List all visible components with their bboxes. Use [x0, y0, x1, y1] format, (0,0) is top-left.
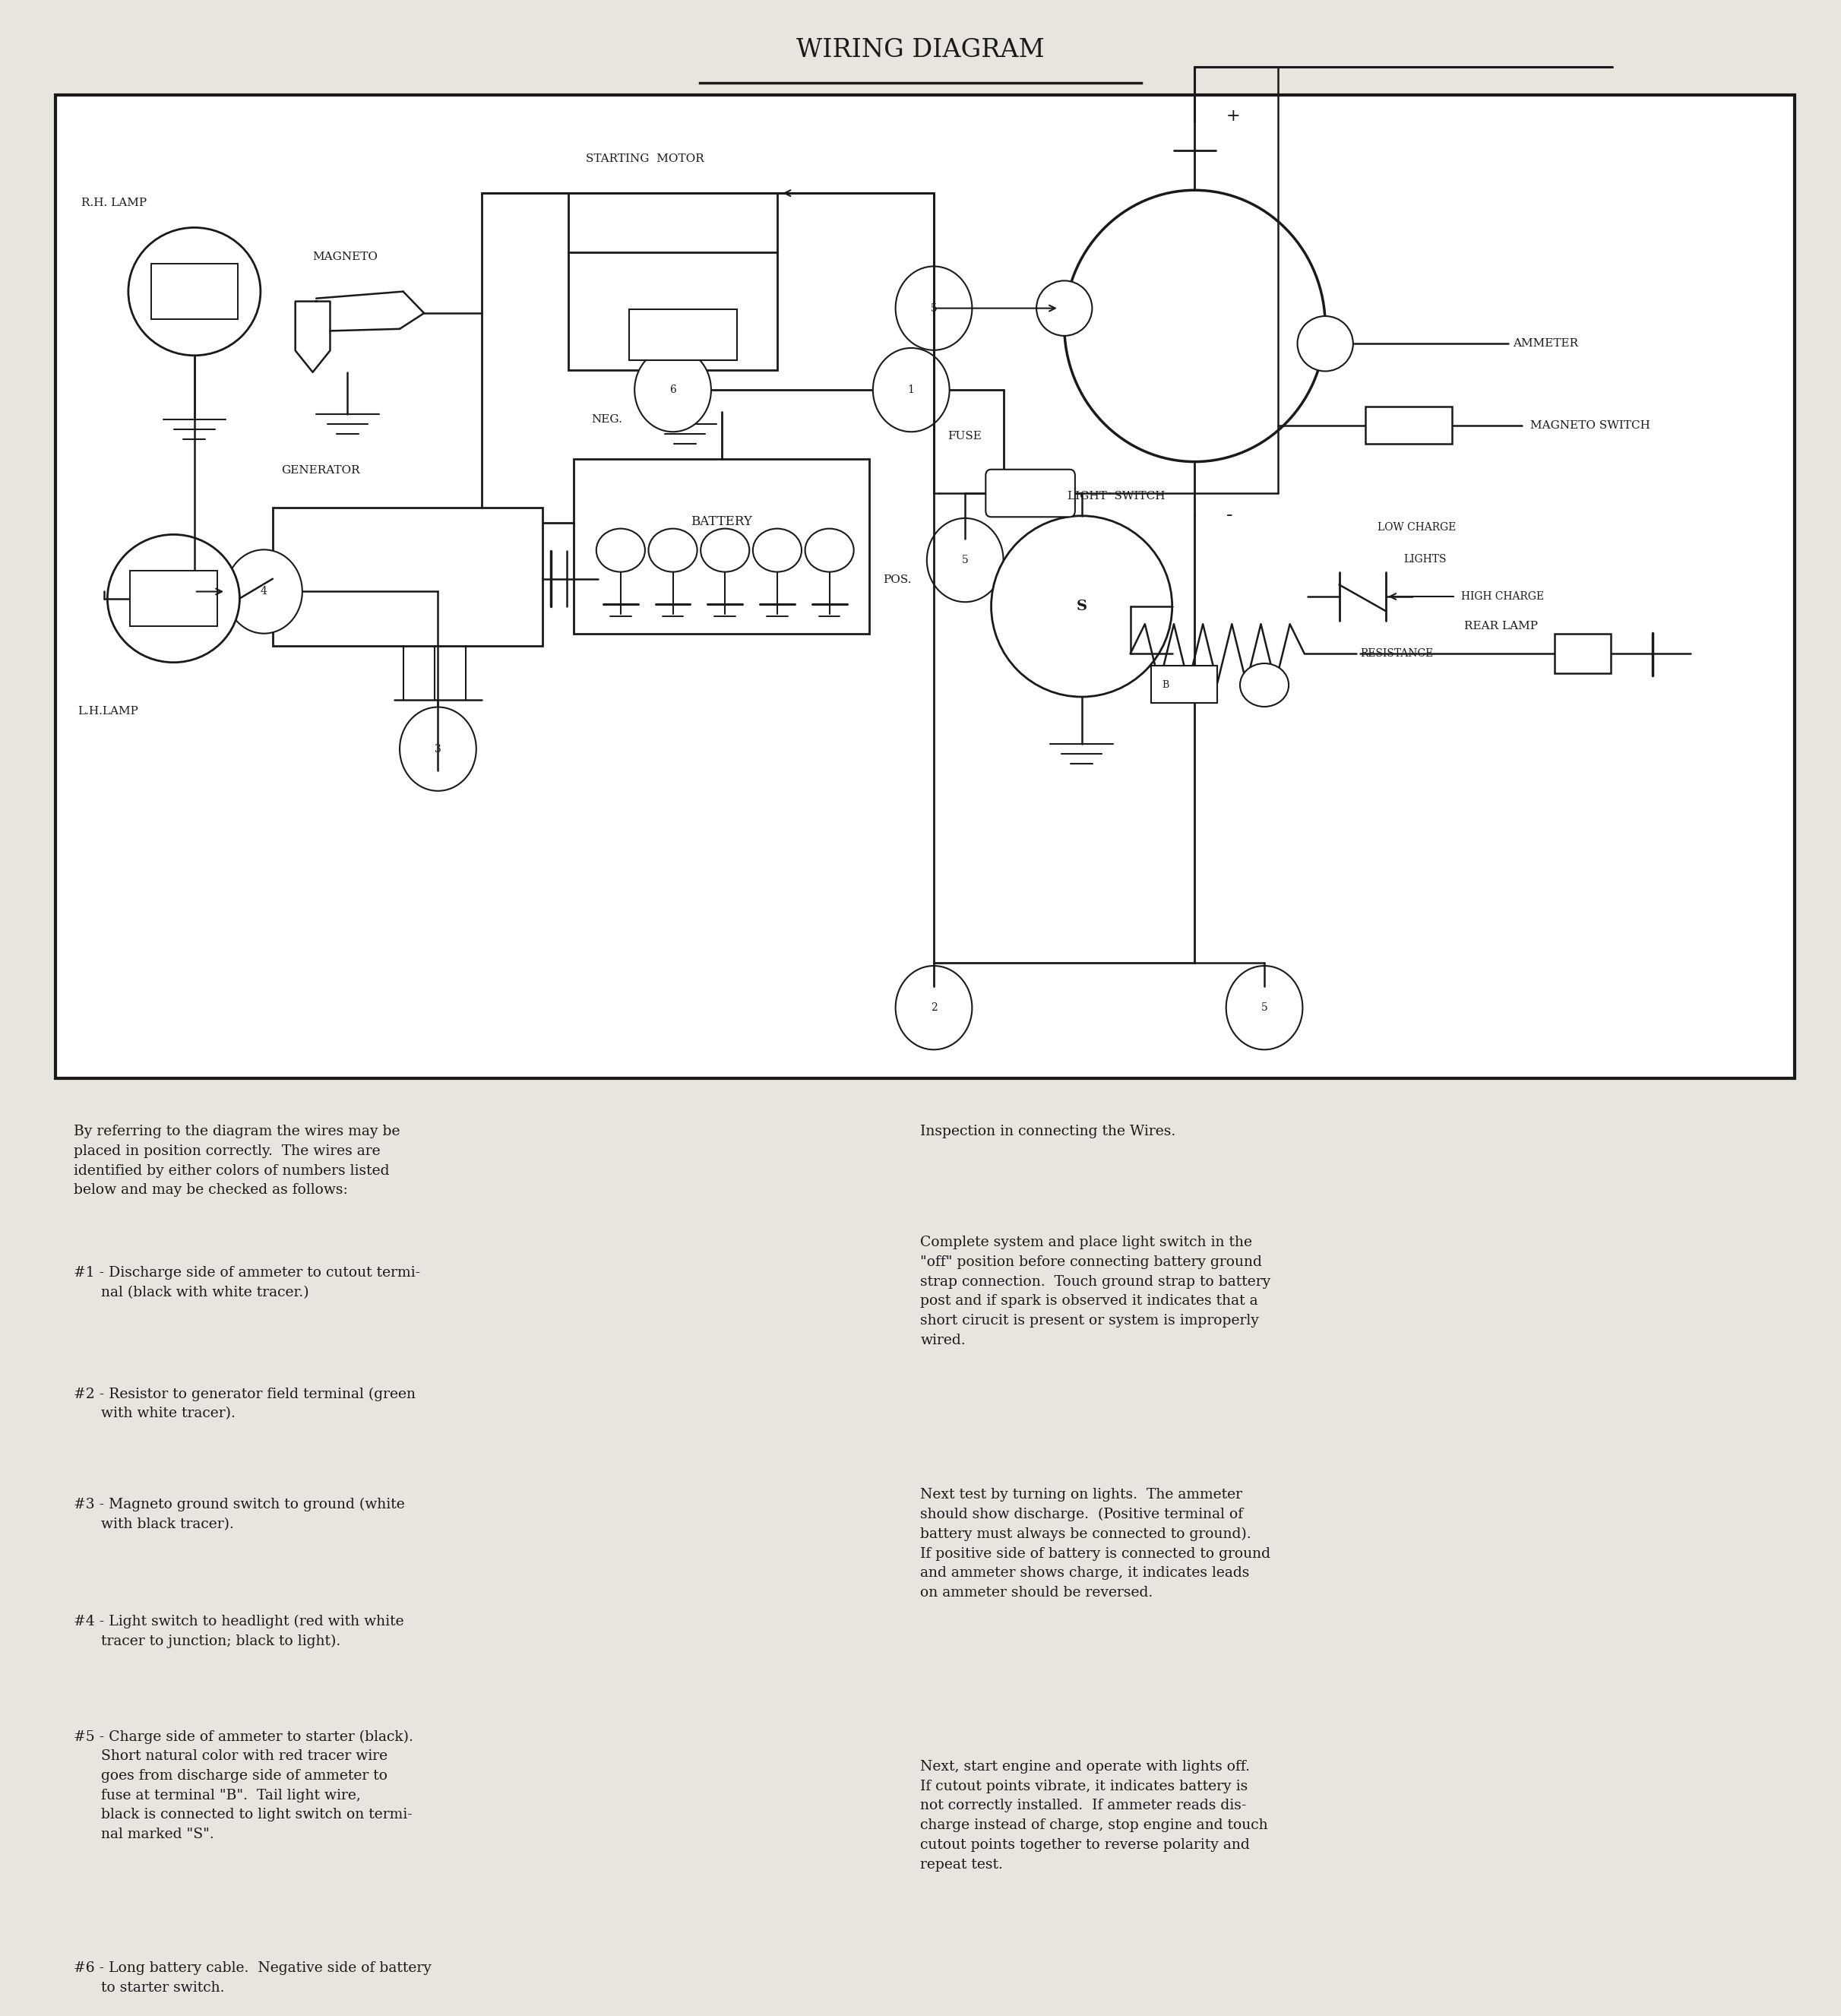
Text: Inspection in connecting the Wires.: Inspection in connecting the Wires. [920, 1125, 1176, 1139]
Text: MAGNETO: MAGNETO [313, 252, 377, 262]
Ellipse shape [596, 528, 644, 573]
Ellipse shape [129, 228, 261, 355]
Text: Complete system and place light switch in the
"off" position before connecting b: Complete system and place light switch i… [920, 1236, 1270, 1347]
Text: -: - [1226, 508, 1232, 524]
Ellipse shape [1226, 966, 1303, 1050]
Text: 5: 5 [1261, 1002, 1268, 1014]
Text: 2: 2 [930, 1002, 937, 1014]
Text: HIGH CHARGE: HIGH CHARGE [1462, 591, 1545, 603]
Text: #1 - Discharge side of ammeter to cutout termi-
      nal (black with white trac: #1 - Discharge side of ammeter to cutout… [74, 1266, 420, 1298]
Bar [55, 95, 1795, 1079]
Text: #3 - Magneto ground switch to ground (white
      with black tracer).: #3 - Magneto ground switch to ground (wh… [74, 1498, 405, 1532]
Text: 6: 6 [670, 385, 676, 395]
Ellipse shape [805, 528, 854, 573]
Text: POS.: POS. [884, 575, 911, 585]
Ellipse shape [648, 528, 698, 573]
Text: 3: 3 [434, 744, 442, 754]
Ellipse shape [1241, 663, 1289, 708]
Text: L.H.LAMP: L.H.LAMP [77, 706, 138, 718]
Polygon shape [295, 300, 330, 373]
Text: 5: 5 [961, 554, 968, 564]
Text: AMMETER: AMMETER [1513, 339, 1578, 349]
Bar [574, 460, 869, 633]
Ellipse shape [635, 349, 711, 431]
Text: STARTING  MOTOR: STARTING MOTOR [585, 153, 705, 163]
Ellipse shape [926, 518, 1003, 603]
Text: FUSE: FUSE [948, 431, 981, 442]
FancyBboxPatch shape [985, 470, 1075, 516]
Bar [1366, 407, 1453, 444]
Text: #5 - Charge side of ammeter to starter (black).
      Short natural color with r: #5 - Charge side of ammeter to starter (… [74, 1730, 412, 1841]
Text: LIGHT  SWITCH: LIGHT SWITCH [1068, 490, 1165, 502]
Ellipse shape [399, 708, 477, 790]
Text: R.H. LAMP: R.H. LAMP [81, 198, 147, 208]
Text: BATTERY: BATTERY [690, 516, 753, 528]
Text: #6 - Long battery cable.  Negative side of battery
      to starter switch.: #6 - Long battery cable. Negative side o… [74, 1962, 431, 1994]
Text: 4: 4 [261, 587, 267, 597]
Text: #2 - Resistor to generator field terminal (green
      with white tracer).: #2 - Resistor to generator field termina… [74, 1387, 416, 1421]
Ellipse shape [895, 266, 972, 351]
Ellipse shape [873, 349, 950, 431]
Text: 1: 1 [908, 385, 915, 395]
Ellipse shape [1036, 280, 1092, 337]
Text: RESISTANCE: RESISTANCE [1360, 649, 1432, 659]
Ellipse shape [895, 966, 972, 1050]
Text: By referring to the diagram the wires may be
placed in position correctly.  The : By referring to the diagram the wires ma… [74, 1125, 399, 1198]
Bar [272, 508, 543, 645]
Ellipse shape [1298, 317, 1353, 371]
Ellipse shape [226, 550, 302, 633]
Text: 5: 5 [930, 302, 937, 314]
Text: NEG.: NEG. [591, 413, 622, 425]
Bar [630, 308, 736, 361]
Ellipse shape [753, 528, 801, 573]
Text: +: + [1226, 109, 1241, 125]
Text: Next test by turning on lights.  The ammeter
should show discharge.  (Positive t: Next test by turning on lights. The amme… [920, 1488, 1270, 1601]
Bar [1151, 665, 1217, 704]
Ellipse shape [990, 516, 1173, 698]
Text: MAGNETO SWITCH: MAGNETO SWITCH [1530, 419, 1651, 431]
Text: REAR LAMP: REAR LAMP [1464, 621, 1537, 631]
Text: #4 - Light switch to headlight (red with white
      tracer to junction; black t: #4 - Light switch to headlight (red with… [74, 1615, 403, 1649]
Ellipse shape [1064, 190, 1326, 462]
Text: WIRING DIAGRAM: WIRING DIAGRAM [797, 38, 1044, 62]
Text: LOW CHARGE: LOW CHARGE [1377, 522, 1456, 532]
Bar [131, 571, 217, 627]
Text: LIGHTS: LIGHTS [1403, 554, 1447, 564]
Ellipse shape [107, 534, 239, 663]
Bar [1556, 633, 1611, 673]
Bar [569, 252, 777, 371]
Text: GENERATOR: GENERATOR [282, 466, 361, 476]
Text: B: B [1162, 679, 1169, 689]
Ellipse shape [701, 528, 749, 573]
Bar [151, 264, 237, 319]
Text: Next, start engine and operate with lights off.
If cutout points vibrate, it ind: Next, start engine and operate with ligh… [920, 1760, 1268, 1871]
Text: S: S [1077, 599, 1086, 613]
